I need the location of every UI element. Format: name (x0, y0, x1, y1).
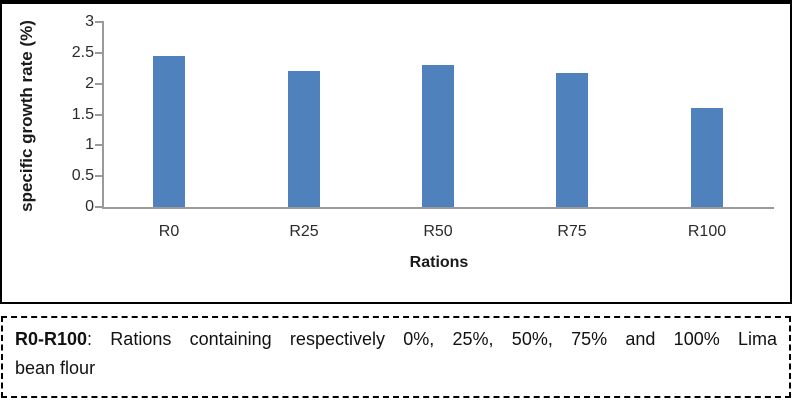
x-tick-label-R0: R0 (158, 223, 180, 240)
plot-area: specific growth rate (%) Rations 0 0.5 1 1.… (17, 13, 774, 271)
bar-R75 (556, 73, 588, 207)
y-tick-label: 0.5 (71, 167, 94, 185)
x-axis-title: Rations (409, 254, 469, 271)
bar-R0 (153, 56, 185, 207)
x-tick-label-R25: R25 (289, 223, 319, 240)
y-tick-label: 2.5 (71, 43, 94, 61)
caption-line-1: R0-R100: Rations containing respectively… (15, 325, 777, 354)
y-tick-mark (95, 113, 102, 116)
y-tick-mark (95, 51, 102, 54)
caption-line-2: bean flour (15, 358, 96, 378)
x-tick-label-R75: R75 (557, 223, 587, 240)
y-tick-label: 1.5 (71, 105, 94, 123)
y-tick-mark (95, 82, 102, 85)
y-tick-mark (95, 144, 102, 147)
x-tick-label-R100: R100 (687, 223, 727, 240)
x-axis-line (102, 207, 774, 209)
caption-box: R0-R100: Rations containing respectively… (1, 316, 791, 398)
y-tick-mark (95, 21, 102, 23)
bar-chart-panel: specific growth rate (%) Rations 0 0.5 1 1.… (0, 0, 792, 304)
y-tick-label: 0 (85, 198, 94, 215)
y-tick-label: 2 (85, 74, 94, 92)
caption-term: R0-R100 (15, 329, 88, 349)
bar-R25 (288, 71, 320, 207)
bar-R50 (422, 65, 454, 207)
y-axis-line (102, 21, 104, 209)
y-axis-title: specific growth rate (%) (17, 20, 36, 212)
y-tick-mark (95, 206, 102, 208)
y-tick-mark (95, 175, 102, 178)
caption-text: : Rations containing respectively 0%, 25… (87, 329, 777, 349)
y-tick-label: 3 (85, 13, 94, 30)
bar-R100 (691, 108, 723, 207)
x-tick-label-R50: R50 (423, 223, 453, 240)
y-tick-label: 1 (85, 136, 94, 154)
